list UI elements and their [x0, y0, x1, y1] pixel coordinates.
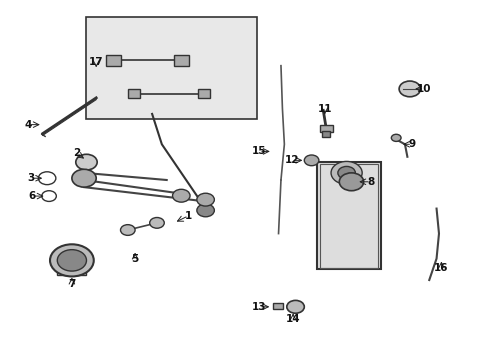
Text: 12: 12: [285, 156, 299, 165]
Circle shape: [172, 189, 190, 202]
Text: 1: 1: [184, 211, 192, 221]
Bar: [317, 162, 380, 269]
Text: 2: 2: [73, 148, 80, 158]
Bar: [86, 18, 256, 119]
Circle shape: [57, 249, 86, 271]
Text: 10: 10: [416, 84, 431, 94]
Text: 4: 4: [24, 120, 32, 130]
Text: 11: 11: [317, 104, 331, 113]
Bar: [174, 55, 188, 66]
Text: 8: 8: [366, 177, 374, 187]
Circle shape: [149, 217, 164, 228]
Bar: [57, 255, 86, 275]
Circle shape: [390, 134, 400, 141]
Circle shape: [337, 166, 355, 179]
Bar: [272, 303, 283, 309]
Text: 6: 6: [28, 191, 35, 201]
Bar: [320, 125, 332, 132]
Circle shape: [72, 169, 96, 187]
Bar: [198, 89, 210, 98]
Text: 7: 7: [68, 279, 76, 289]
Bar: [322, 131, 329, 137]
Text: 15: 15: [251, 147, 266, 157]
Circle shape: [50, 244, 94, 276]
Text: 13: 13: [251, 302, 266, 312]
Circle shape: [197, 193, 214, 206]
Bar: [319, 164, 377, 267]
Circle shape: [330, 161, 362, 184]
Circle shape: [286, 300, 304, 313]
Circle shape: [120, 225, 135, 235]
Circle shape: [398, 81, 420, 97]
Text: 9: 9: [408, 139, 415, 149]
Text: 17: 17: [89, 57, 103, 67]
Circle shape: [76, 154, 97, 170]
Circle shape: [197, 204, 214, 217]
Circle shape: [339, 173, 363, 191]
Text: 5: 5: [131, 253, 139, 264]
Circle shape: [304, 155, 318, 166]
Text: 3: 3: [27, 173, 34, 183]
Text: 16: 16: [433, 262, 448, 273]
Bar: [106, 55, 120, 66]
Bar: [127, 89, 140, 98]
Text: 14: 14: [285, 314, 300, 324]
